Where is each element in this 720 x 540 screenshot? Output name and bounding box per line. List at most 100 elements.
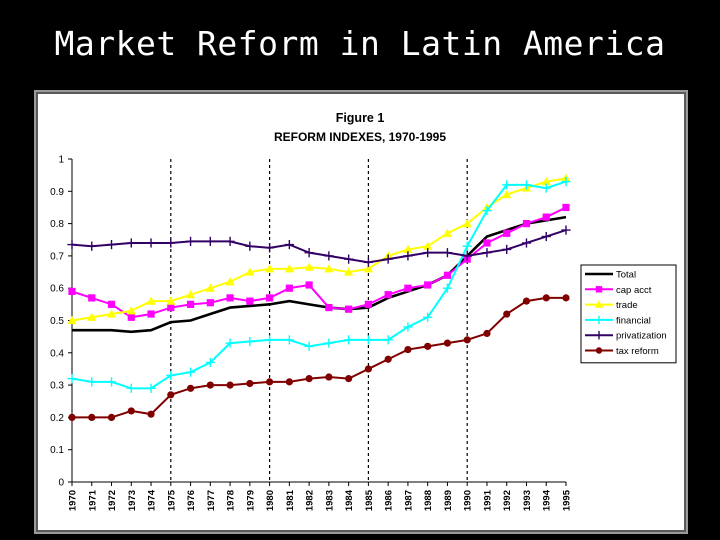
data-point (166, 296, 176, 305)
data-point (503, 310, 511, 318)
series-cap-acct (68, 203, 570, 321)
y-tick-label: 0.1 (50, 445, 64, 456)
data-point (147, 310, 155, 318)
data-point (542, 213, 550, 221)
y-tick-label: 0.6 (50, 284, 64, 295)
data-point (483, 239, 491, 247)
data-point (126, 306, 136, 315)
data-point (304, 262, 314, 271)
data-point (186, 300, 195, 308)
data-point (594, 315, 604, 325)
data-point (225, 338, 235, 348)
data-point (423, 248, 433, 258)
legend-label: tax reform (616, 346, 659, 357)
series-line (71, 180, 567, 390)
data-point (384, 291, 392, 299)
data-point (424, 342, 432, 350)
data-point (363, 257, 373, 267)
legend-label: privatization (616, 331, 667, 342)
x-tick-label: 1990 (463, 490, 474, 511)
data-point (87, 377, 97, 387)
data-point (246, 297, 254, 305)
data-point (363, 264, 373, 273)
y-tick-label: 0.9 (50, 187, 64, 198)
data-point (305, 375, 313, 383)
x-tick-label: 1979 (245, 490, 256, 511)
data-point (87, 312, 97, 321)
data-point (462, 219, 472, 228)
data-point (106, 239, 117, 250)
legend-item: trade (585, 300, 638, 311)
x-tick-label: 1982 (305, 490, 316, 511)
data-point (206, 381, 214, 389)
data-point (324, 264, 334, 273)
data-point (521, 238, 532, 248)
data-point (67, 374, 77, 384)
reform-index-chart: Figure 1 REFORM INDEXES, 1970-1995 00.10… (50, 111, 677, 512)
x-tick-label: 1978 (226, 490, 237, 511)
data-point (226, 294, 234, 302)
data-point (364, 365, 372, 373)
data-point (205, 283, 215, 292)
series-line (71, 177, 567, 322)
chart-frame: Figure 1 REFORM INDEXES, 1970-1995 0 0.1 0… (34, 90, 688, 534)
data-point (463, 336, 471, 344)
data-point (87, 241, 97, 251)
data-point (503, 229, 511, 237)
data-point (88, 294, 96, 302)
data-point (404, 345, 412, 354)
x-tick-label: 1993 (522, 490, 533, 511)
legend-box (580, 264, 677, 364)
data-point (325, 303, 333, 312)
data-point (324, 251, 334, 261)
x-tick-label: 1987 (403, 490, 414, 511)
data-point (107, 413, 116, 421)
series-tax-reform (68, 294, 570, 421)
legend-item: tax reform (585, 346, 659, 357)
data-point (483, 329, 491, 338)
data-point (502, 180, 512, 190)
data-point (206, 299, 214, 307)
data-point (442, 248, 453, 258)
data-point (246, 379, 254, 388)
data-point (266, 378, 274, 386)
y-tick-label: 0.3 (50, 381, 64, 392)
x-tick-label: 1983 (324, 490, 335, 511)
data-point (266, 294, 274, 302)
data-point (127, 407, 135, 415)
x-tick-label: 1984 (344, 489, 355, 511)
data-point (166, 370, 176, 381)
data-point (383, 335, 393, 345)
data-point (67, 239, 77, 250)
data-point (595, 347, 603, 354)
x-tick-label: 1971 (87, 489, 98, 511)
data-point (594, 300, 604, 308)
data-point (146, 383, 156, 393)
x-tick-label: 1985 (364, 489, 375, 511)
data-point (225, 277, 235, 286)
grid-layer: 0 0.1 0.2 0.3 0.4 0.5 0.6 0.7 0.8 0.9 1 1970 1971 197… (50, 155, 572, 512)
legend-item: Total (585, 270, 636, 281)
data-point (126, 238, 136, 248)
data-point (325, 373, 333, 381)
x-tick-label: 1970 (68, 490, 79, 511)
series-layer (67, 173, 571, 421)
series-line (71, 206, 567, 319)
x-tick-label: 1974 (147, 489, 158, 511)
legend-item: privatization (585, 331, 667, 342)
legend-label: trade (616, 300, 638, 311)
series-trade (67, 173, 571, 325)
legend-item: financial (585, 315, 651, 326)
data-point (88, 413, 96, 421)
data-point (185, 367, 196, 377)
x-tick-label: 1995 (562, 489, 573, 511)
data-point (126, 383, 136, 393)
legend: Total cap acct trade financial privatization… (580, 264, 677, 364)
data-point (106, 377, 117, 387)
data-point (442, 283, 453, 293)
x-tick-label: 1988 (423, 490, 434, 511)
x-tick-label: 1972 (107, 490, 118, 511)
data-point (542, 294, 550, 302)
data-point (147, 410, 155, 418)
data-point (443, 339, 452, 347)
